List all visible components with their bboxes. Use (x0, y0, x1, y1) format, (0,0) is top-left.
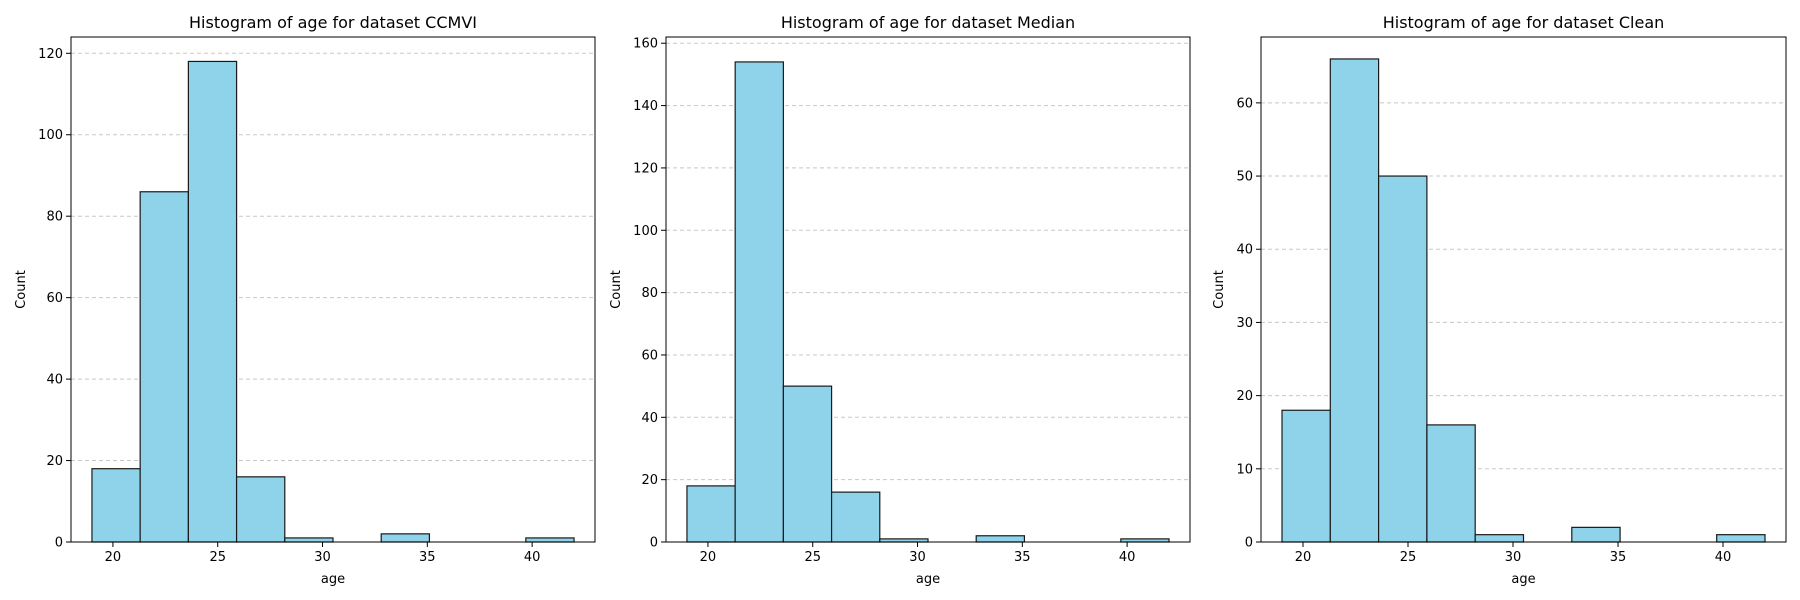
axis-ticks: 20 25 30 35 40 0 10 20 30 40 50 60 (1236, 96, 1731, 565)
histogram-bar (91, 468, 141, 543)
chart-title: Histogram of age for dataset CCMVI (189, 13, 477, 32)
histogram-bar (139, 191, 189, 543)
y-axis-label: Count (14, 270, 29, 309)
y-tick-label: 120 (633, 161, 658, 176)
y-axis-label: Count (609, 270, 624, 309)
y-tick-label: 30 (1236, 316, 1253, 331)
histogram-bar (1426, 424, 1476, 543)
histogram-bar (1474, 534, 1525, 543)
y-tick-label: 50 (1236, 170, 1253, 185)
x-tick-label: 40 (1119, 550, 1136, 565)
x-tick-label: 40 (1715, 550, 1732, 565)
y-tick-label: 0 (55, 536, 63, 551)
y-tick-label: 40 (641, 411, 658, 426)
histogram-bar (1571, 526, 1621, 543)
histogram-bar (1281, 409, 1331, 543)
x-tick-label: 20 (105, 550, 122, 565)
x-axis-label: age (1511, 572, 1535, 587)
histogram-bar (1377, 175, 1428, 543)
histogram-bar (975, 535, 1026, 543)
plot-frame (70, 36, 596, 543)
y-tick-label: 120 (38, 47, 63, 62)
x-tick-label: 40 (524, 550, 541, 565)
y-tick-label: 20 (46, 454, 63, 469)
histogram-bar (284, 537, 334, 543)
x-tick-label: 20 (1295, 550, 1312, 565)
histogram-bar (187, 60, 238, 543)
x-tick-label: 30 (314, 550, 331, 565)
histogram-bar (525, 537, 575, 543)
y-tick-label: 80 (641, 286, 658, 301)
panel-clean: 20 25 30 35 40 0 10 20 30 40 50 60 Histogram of age… (1212, 13, 1787, 587)
panel-median: 20 25 30 35 40 0 20 40 60 80 100 120 140 160 Histogra… (609, 13, 1191, 587)
x-axis-label: age (916, 572, 940, 587)
histogram-bars (686, 61, 1170, 543)
y-tick-label: 40 (46, 373, 63, 388)
y-tick-label: 20 (1236, 389, 1253, 404)
y-tick-label: 40 (1236, 243, 1253, 258)
y-tick-label: 0 (650, 536, 658, 551)
y-tick-label: 10 (1236, 462, 1253, 477)
histogram-bars (91, 60, 575, 543)
histogram-bar (782, 385, 833, 543)
chart-title: Histogram of age for dataset Median (781, 13, 1075, 32)
plot-frame (1260, 36, 1787, 543)
histogram-bars (1281, 58, 1766, 543)
x-axis-label: age (321, 572, 345, 587)
histogram-bar (734, 61, 784, 543)
histogram-bar (1329, 58, 1380, 543)
axis-ticks: 20 25 30 35 40 0 20 40 60 80 100 120 (38, 47, 540, 565)
y-tick-label: 60 (46, 291, 63, 306)
axis-ticks: 20 25 30 35 40 0 20 40 60 80 100 120 140 160 (633, 37, 1135, 565)
x-tick-label: 35 (419, 550, 436, 565)
x-tick-label: 35 (1610, 550, 1627, 565)
x-tick-label: 25 (209, 550, 226, 565)
y-axis-label: Count (1212, 270, 1227, 309)
y-tick-label: 100 (633, 224, 658, 239)
y-tick-label: 80 (46, 210, 63, 225)
panel-ccmvi: 20 25 30 35 40 0 20 40 60 80 100 120 Histogram of a… (14, 13, 596, 587)
y-tick-label: 60 (641, 348, 658, 363)
histogram-bar (380, 533, 431, 543)
x-tick-label: 35 (1014, 550, 1031, 565)
x-tick-label: 20 (700, 550, 717, 565)
y-tick-label: 160 (633, 37, 658, 52)
y-tick-label: 0 (1245, 536, 1253, 551)
histogram-bar (830, 491, 881, 543)
x-tick-label: 30 (909, 550, 926, 565)
y-tick-label: 140 (633, 99, 658, 114)
histogram-bar (686, 485, 736, 543)
y-tick-label: 20 (641, 473, 658, 488)
histogram-bar (235, 476, 286, 543)
plot-frame (665, 36, 1191, 543)
x-tick-label: 25 (804, 550, 821, 565)
x-tick-label: 25 (1400, 550, 1417, 565)
x-tick-label: 30 (1505, 550, 1522, 565)
histogram-bar (1716, 534, 1766, 543)
chart-title: Histogram of age for dataset Clean (1383, 13, 1665, 32)
y-tick-label: 60 (1236, 96, 1253, 111)
y-tick-label: 100 (38, 128, 63, 143)
